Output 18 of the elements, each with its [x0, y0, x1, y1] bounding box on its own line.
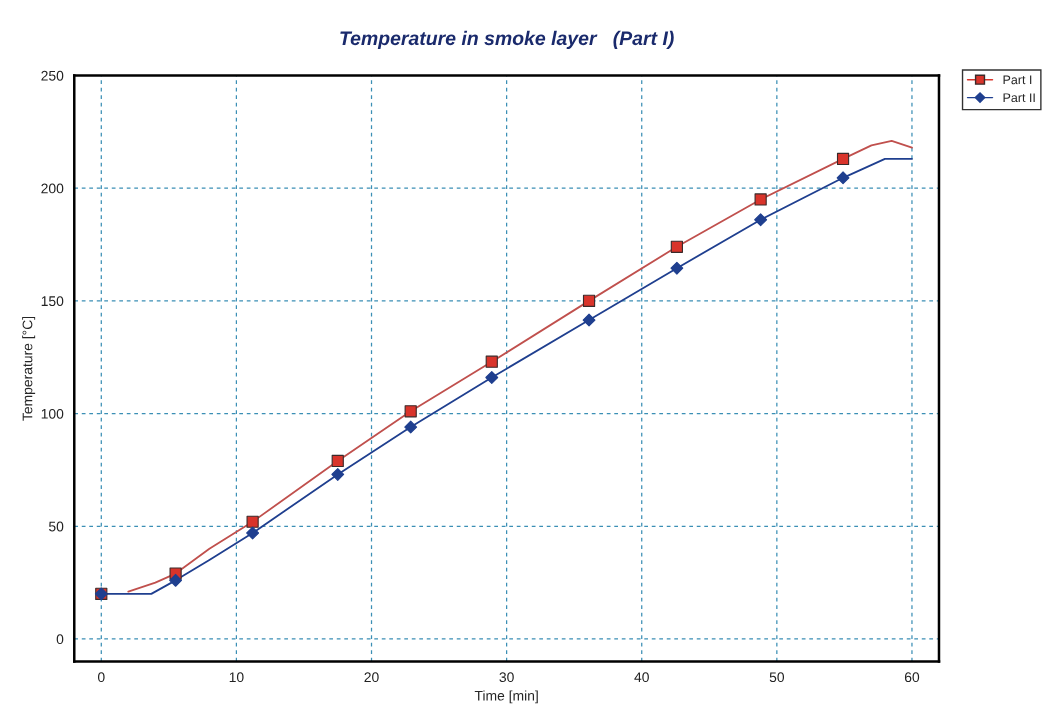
y-tick-label: 150 [41, 296, 64, 307]
y-tick-label: 0 [56, 634, 64, 645]
x-tick-label: 0 [97, 672, 105, 683]
x-tick-label: 50 [769, 672, 785, 683]
chart-title: Temperature in smoke layer (Part I) [340, 30, 674, 49]
y-tick-label: 200 [41, 183, 64, 194]
x-tick-label: 10 [229, 672, 244, 683]
legend-label: Part II [1003, 93, 1035, 103]
legend-label: Part I [1003, 75, 1032, 85]
x-tick-label: 20 [364, 672, 379, 683]
x-tick-label: 60 [904, 672, 920, 683]
y-tick-label: 250 [41, 70, 64, 81]
y-tick-label: 50 [48, 521, 64, 532]
y-tick-label: 100 [41, 408, 64, 419]
x-tick-label: 40 [634, 672, 649, 683]
y-axis-title: Temperature [°C] [22, 316, 36, 421]
x-axis-title: Time [min] [474, 690, 538, 704]
x-tick-label: 30 [499, 672, 514, 683]
